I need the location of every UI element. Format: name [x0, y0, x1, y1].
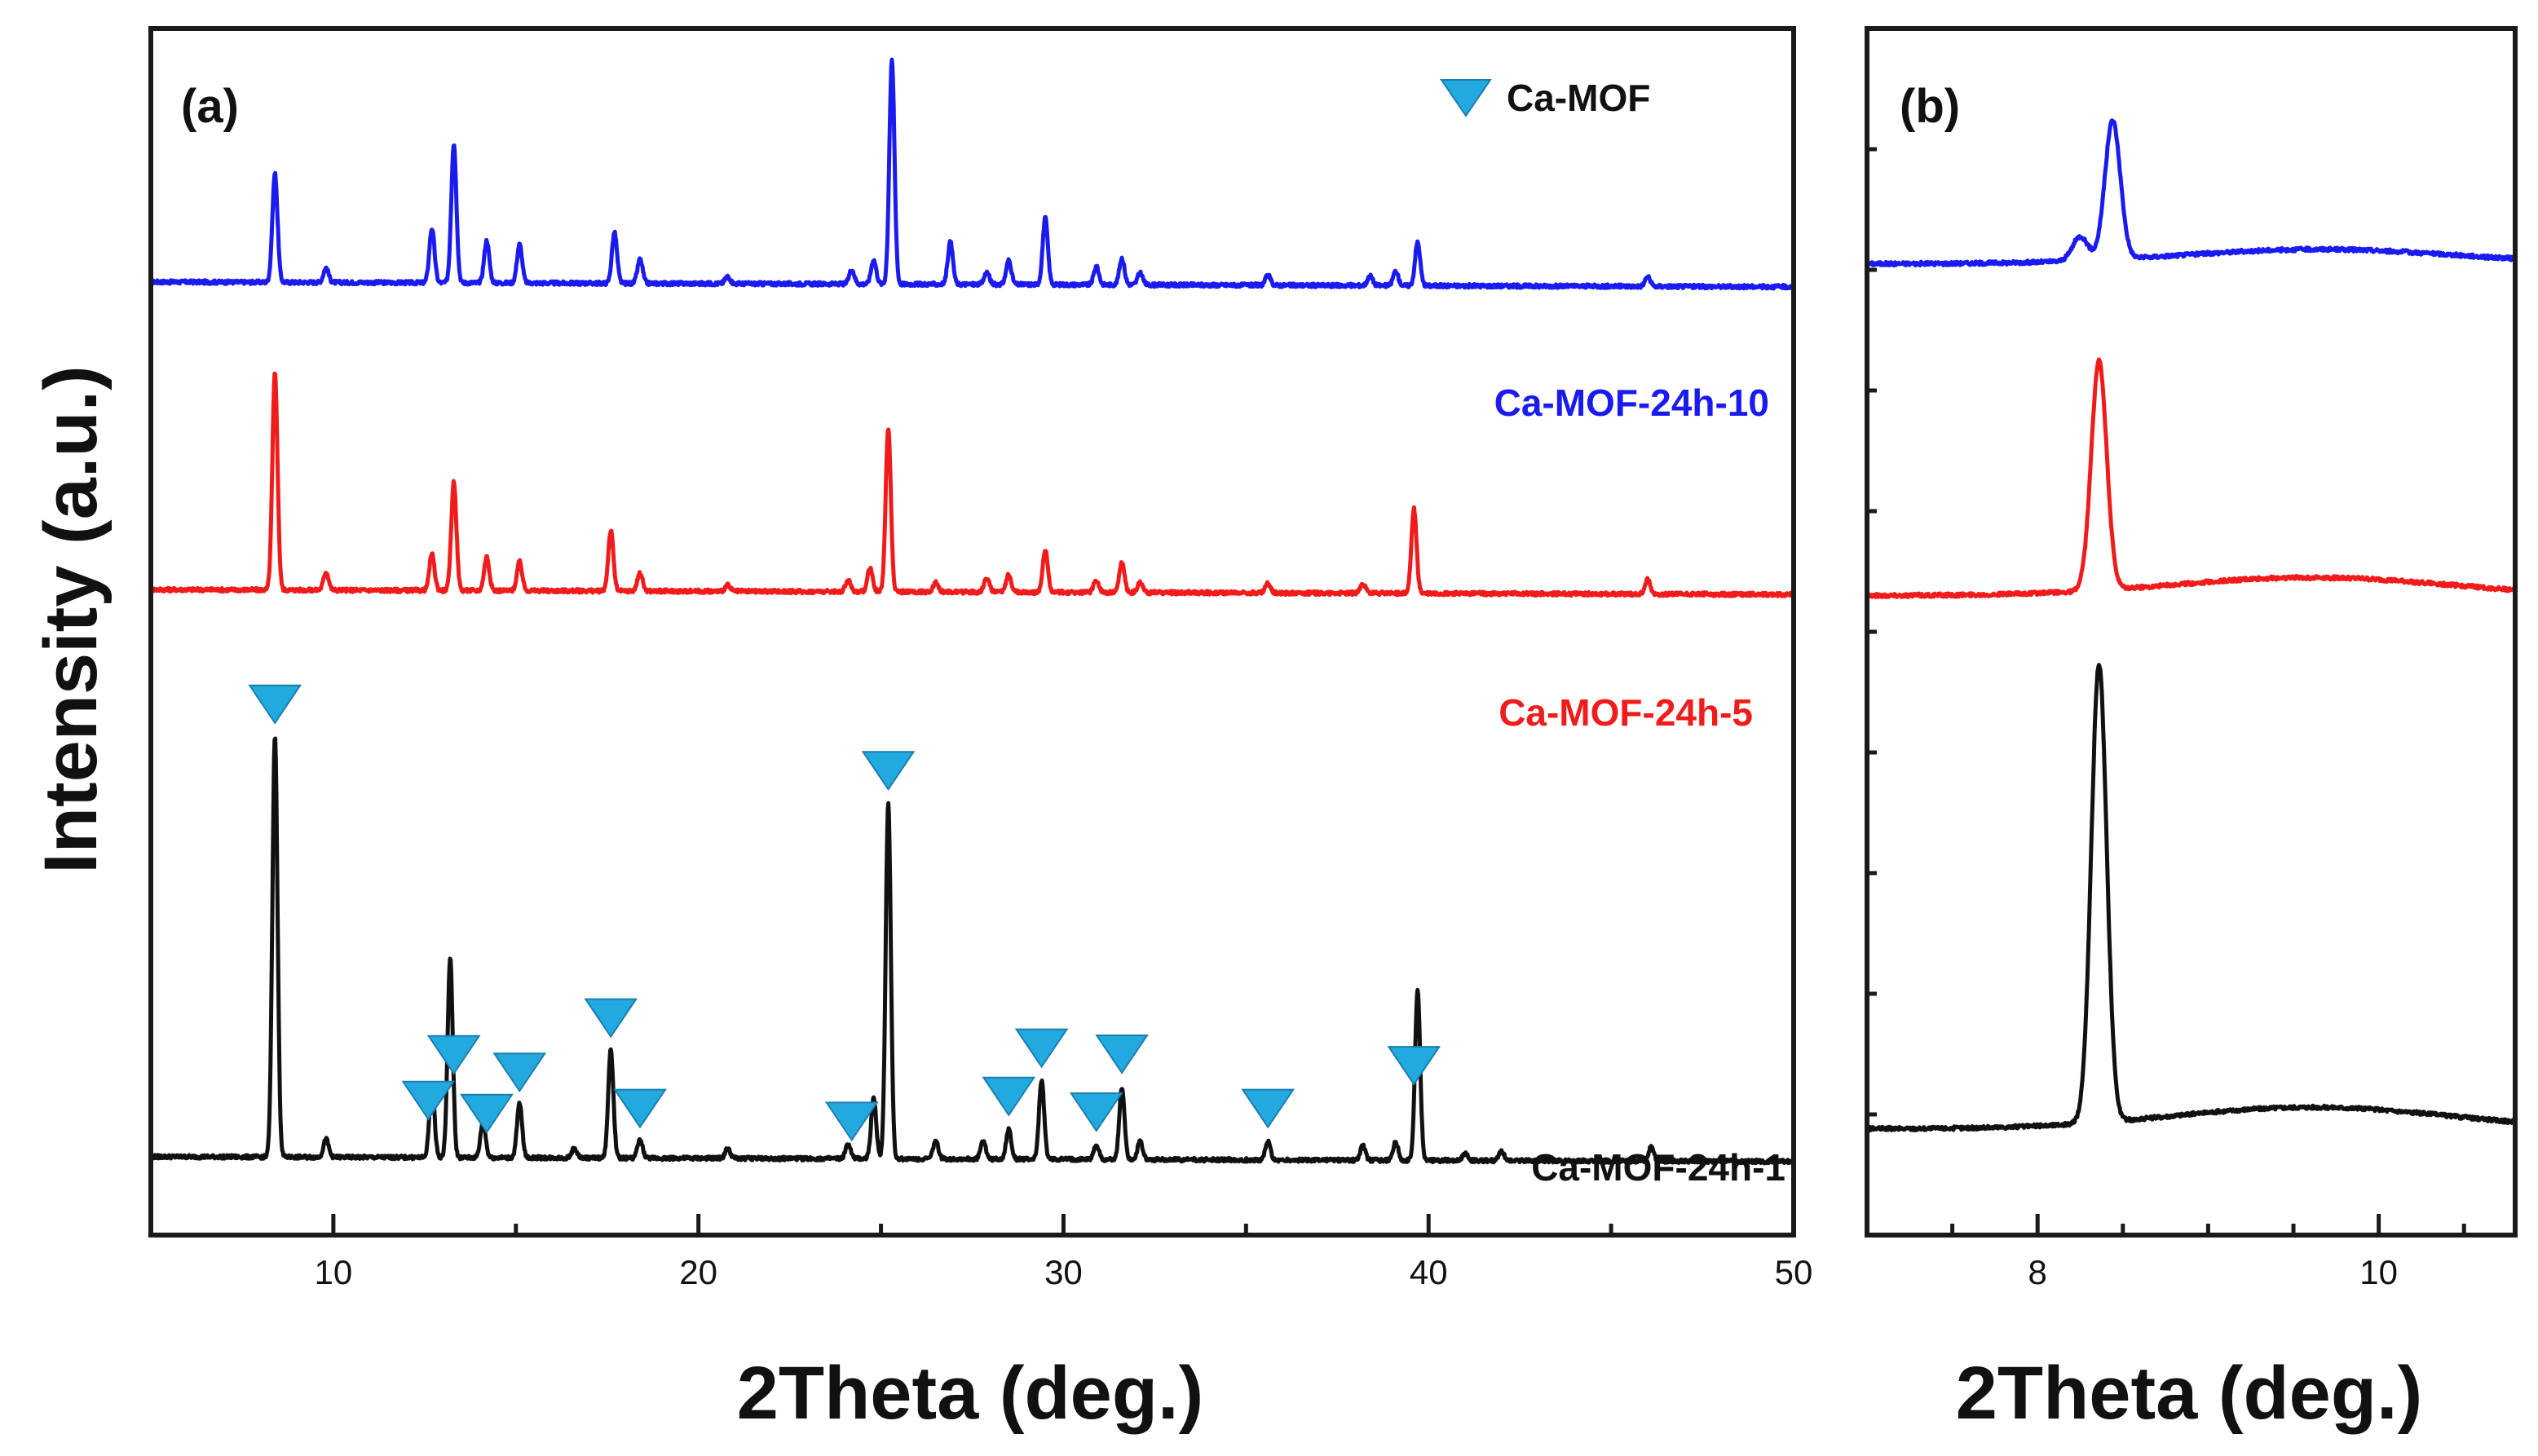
legend-label: Ca-MOF — [1507, 77, 1650, 119]
panel-b-label: (b) — [1900, 80, 1960, 133]
legend: Ca-MOF — [1440, 77, 1650, 119]
ca-mof-marker-icon-9 — [861, 751, 916, 791]
panel-b-tick-label-10: 10 — [2359, 1253, 2398, 1291]
ca-mof-marker-icon-11 — [1014, 1028, 1069, 1069]
legend-marker-icon — [1440, 79, 1492, 117]
panel-b-traces — [1865, 118, 2518, 1133]
panel-a: 10 20 30 40 50 (a) Ca-MOF Ca-MOF-24h-10 Ca-M… — [29, 26, 1813, 1435]
panel-a-trace-2 — [148, 371, 1796, 598]
ca-mof-marker-icon-12 — [1069, 1092, 1123, 1132]
panel-a-traces — [148, 57, 1796, 1166]
ca-mof-marker-icon-5 — [492, 1052, 547, 1092]
panel-a-label: (a) — [181, 80, 239, 133]
ca-mof-marker-icon-7 — [613, 1088, 667, 1129]
panel-a-tick-label-30: 30 — [1044, 1253, 1083, 1291]
panel-b-x-axis-title: 2Theta (deg.) — [1956, 1352, 2422, 1435]
panel-a-frame — [148, 26, 1796, 1238]
panel-b-trace-3 — [1865, 663, 2518, 1133]
ca-mof-marker-icon-1 — [248, 684, 302, 725]
panel-b-trace-1 — [1865, 118, 2518, 267]
series-label-24h-5: Ca-MOF-24h-5 — [1499, 691, 1753, 734]
ca-mof-marker-icon-10 — [982, 1076, 1036, 1117]
panel-a-x-ticks: 10 20 30 40 50 — [148, 1214, 1813, 1291]
panel-a-tick-label-10: 10 — [315, 1253, 353, 1291]
ca-mof-marker-icon-2 — [401, 1080, 456, 1121]
y-axis-title: Intensity (a.u.) — [29, 365, 113, 874]
panel-b-trace-2 — [1865, 357, 2518, 600]
ca-mof-marker-icon-8 — [824, 1101, 879, 1142]
panel-a-trace-1 — [149, 57, 1796, 291]
panel-a-tick-label-20: 20 — [679, 1253, 717, 1291]
panel-a-tick-label-40: 40 — [1410, 1253, 1448, 1291]
panel-a-tick-label-50: 50 — [1775, 1253, 1813, 1291]
ca-mof-marker-icon-15 — [1387, 1046, 1441, 1086]
panel-b-tick-label-8: 8 — [2028, 1253, 2047, 1291]
ca-mof-marker-icon-13 — [1095, 1035, 1149, 1074]
panel-a-markers — [248, 684, 1441, 1142]
ca-mof-marker-icon-3 — [426, 1035, 481, 1075]
panel-b-x-ticks: 8 10 — [1865, 1214, 2466, 1291]
series-label-24h-10: Ca-MOF-24h-10 — [1494, 382, 1769, 424]
ca-mof-marker-icon-14 — [1241, 1088, 1295, 1129]
panel-a-x-axis-title: 2Theta (deg.) — [737, 1352, 1203, 1435]
panel-b: 8 10 (b) 2Theta (deg.) — [1865, 26, 2518, 1435]
panel-b-frame — [1865, 26, 2518, 1238]
ca-mof-marker-icon-6 — [584, 998, 638, 1039]
panel-a-trace-3 — [148, 736, 1796, 1166]
panel-b-y-ticks — [1867, 147, 1877, 1117]
series-label-24h-1: Ca-MOF-24h-1 — [1531, 1146, 1785, 1189]
ca-mof-marker-icon-4 — [460, 1093, 514, 1134]
